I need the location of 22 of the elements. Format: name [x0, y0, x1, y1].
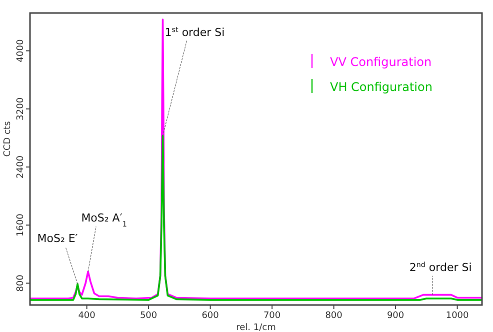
legend-label: VV Configuration [330, 55, 432, 69]
x-tick-label: 1000 [446, 311, 470, 321]
x-tick-label: 600 [202, 311, 220, 321]
x-tick-label: 900 [386, 311, 404, 321]
y-tick-label: 800 [16, 274, 26, 292]
y-tick-label: 2400 [16, 155, 26, 178]
line-series [29, 134, 483, 301]
line-series [29, 18, 483, 300]
annotation: 1$^{st}$ order Si [164, 24, 225, 39]
x-tick-label: 400 [78, 311, 96, 321]
annotation: 2$^{nd}$ order Si [409, 259, 472, 274]
y-tick-label: 1600 [16, 213, 26, 237]
legend-label: VH Configuration [330, 80, 432, 94]
x-tick-label: 800 [325, 311, 343, 321]
y-axis-title: CCD cts [3, 120, 13, 157]
annotation: MoS₂ A′$_{1}$ [81, 212, 127, 228]
x-tick-label: 700 [263, 311, 281, 321]
y-tick-label: 4000 [16, 39, 26, 62]
y-tick-label: 3200 [16, 97, 26, 120]
x-tick-label: 500 [140, 311, 158, 321]
annotation: MoS₂ E′ [37, 232, 78, 245]
x-axis-title: rel. 1/cm [236, 323, 276, 332]
